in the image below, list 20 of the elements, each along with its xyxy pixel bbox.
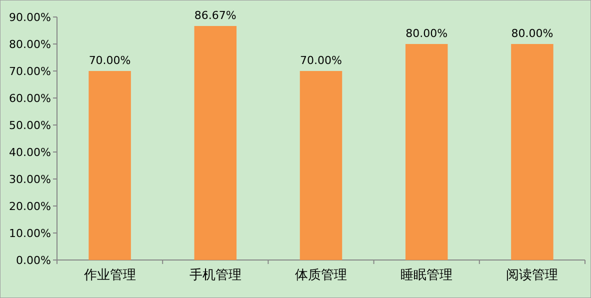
data-label: 80.00% <box>406 27 448 40</box>
data-label: 70.00% <box>300 54 342 67</box>
y-tick-label: 20.00% <box>9 200 51 213</box>
y-tick-label: 10.00% <box>9 227 51 240</box>
y-tick-label: 0.00% <box>16 254 51 267</box>
data-label: 70.00% <box>88 54 131 67</box>
x-tick-label: 作业管理 <box>82 268 136 283</box>
data-label: 80.00% <box>511 27 554 40</box>
y-tick-label: 30.00% <box>9 173 51 186</box>
x-tick-label: 睡眠管理 <box>400 268 453 283</box>
x-tick-label: 体质管理 <box>295 268 347 283</box>
y-tick-label: 50.00% <box>9 119 51 132</box>
y-tick-label: 80.00% <box>9 38 51 51</box>
y-tick-label: 40.00% <box>9 146 51 159</box>
data-label: 86.67% <box>194 8 236 22</box>
y-tick-label: 60.00% <box>9 92 51 105</box>
x-tick-label: 手机管理 <box>189 268 242 283</box>
y-tick-label: 90.00% <box>9 11 51 24</box>
x-tick-label: 阅读管理 <box>506 268 558 283</box>
y-tick-label: 70.00% <box>9 65 51 78</box>
